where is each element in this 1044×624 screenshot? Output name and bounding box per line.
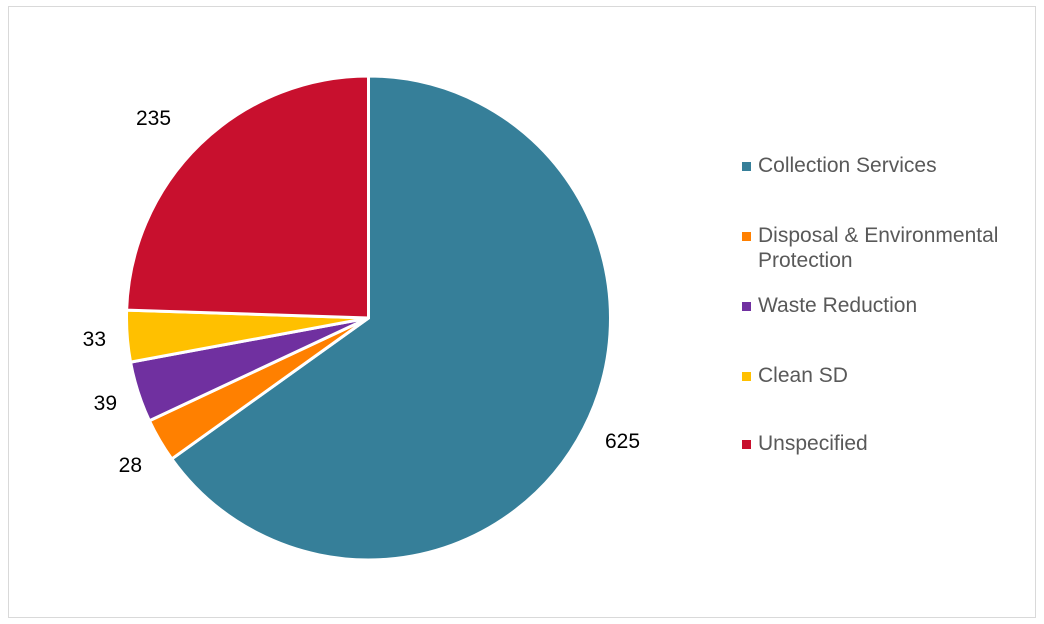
legend-label: Waste Reduction <box>758 294 918 317</box>
chart-frame: 625 28 39 33 235 Collection Services Disposal… <box>8 6 1036 618</box>
legend-item-disposal-environmental-protection: Disposal & Environmental Protection <box>742 223 1038 273</box>
legend-item-clean-sd: Clean SD <box>742 363 1044 388</box>
legend-label: Unspecified <box>758 432 868 455</box>
data-label-clean-sd: 33 <box>83 328 106 351</box>
legend-item-collection-services: Collection Services <box>742 153 1044 178</box>
data-label-collection-services: 625 <box>605 430 640 453</box>
legend-label: Disposal & Environmental Protection <box>758 224 999 272</box>
legend-swatch <box>742 372 751 381</box>
legend-item-unspecified: Unspecified <box>742 431 1044 456</box>
data-label-disposal-environmental-protection: 28 <box>119 454 142 477</box>
data-label-waste-reduction: 39 <box>94 392 117 415</box>
data-label-unspecified: 235 <box>136 107 171 130</box>
legend-item-waste-reduction: Waste Reduction <box>742 293 1044 318</box>
pie-slice-collection-services <box>170 74 612 562</box>
legend-swatch <box>742 162 751 171</box>
legend-swatch <box>742 232 751 241</box>
legend-swatch <box>742 302 751 311</box>
pie-chart: 625 28 39 33 235 <box>83 74 640 562</box>
legend-swatch <box>742 440 751 449</box>
legend-label: Clean SD <box>758 364 848 387</box>
legend-label: Collection Services <box>758 154 937 177</box>
pie-slice-unspecified <box>125 74 370 320</box>
